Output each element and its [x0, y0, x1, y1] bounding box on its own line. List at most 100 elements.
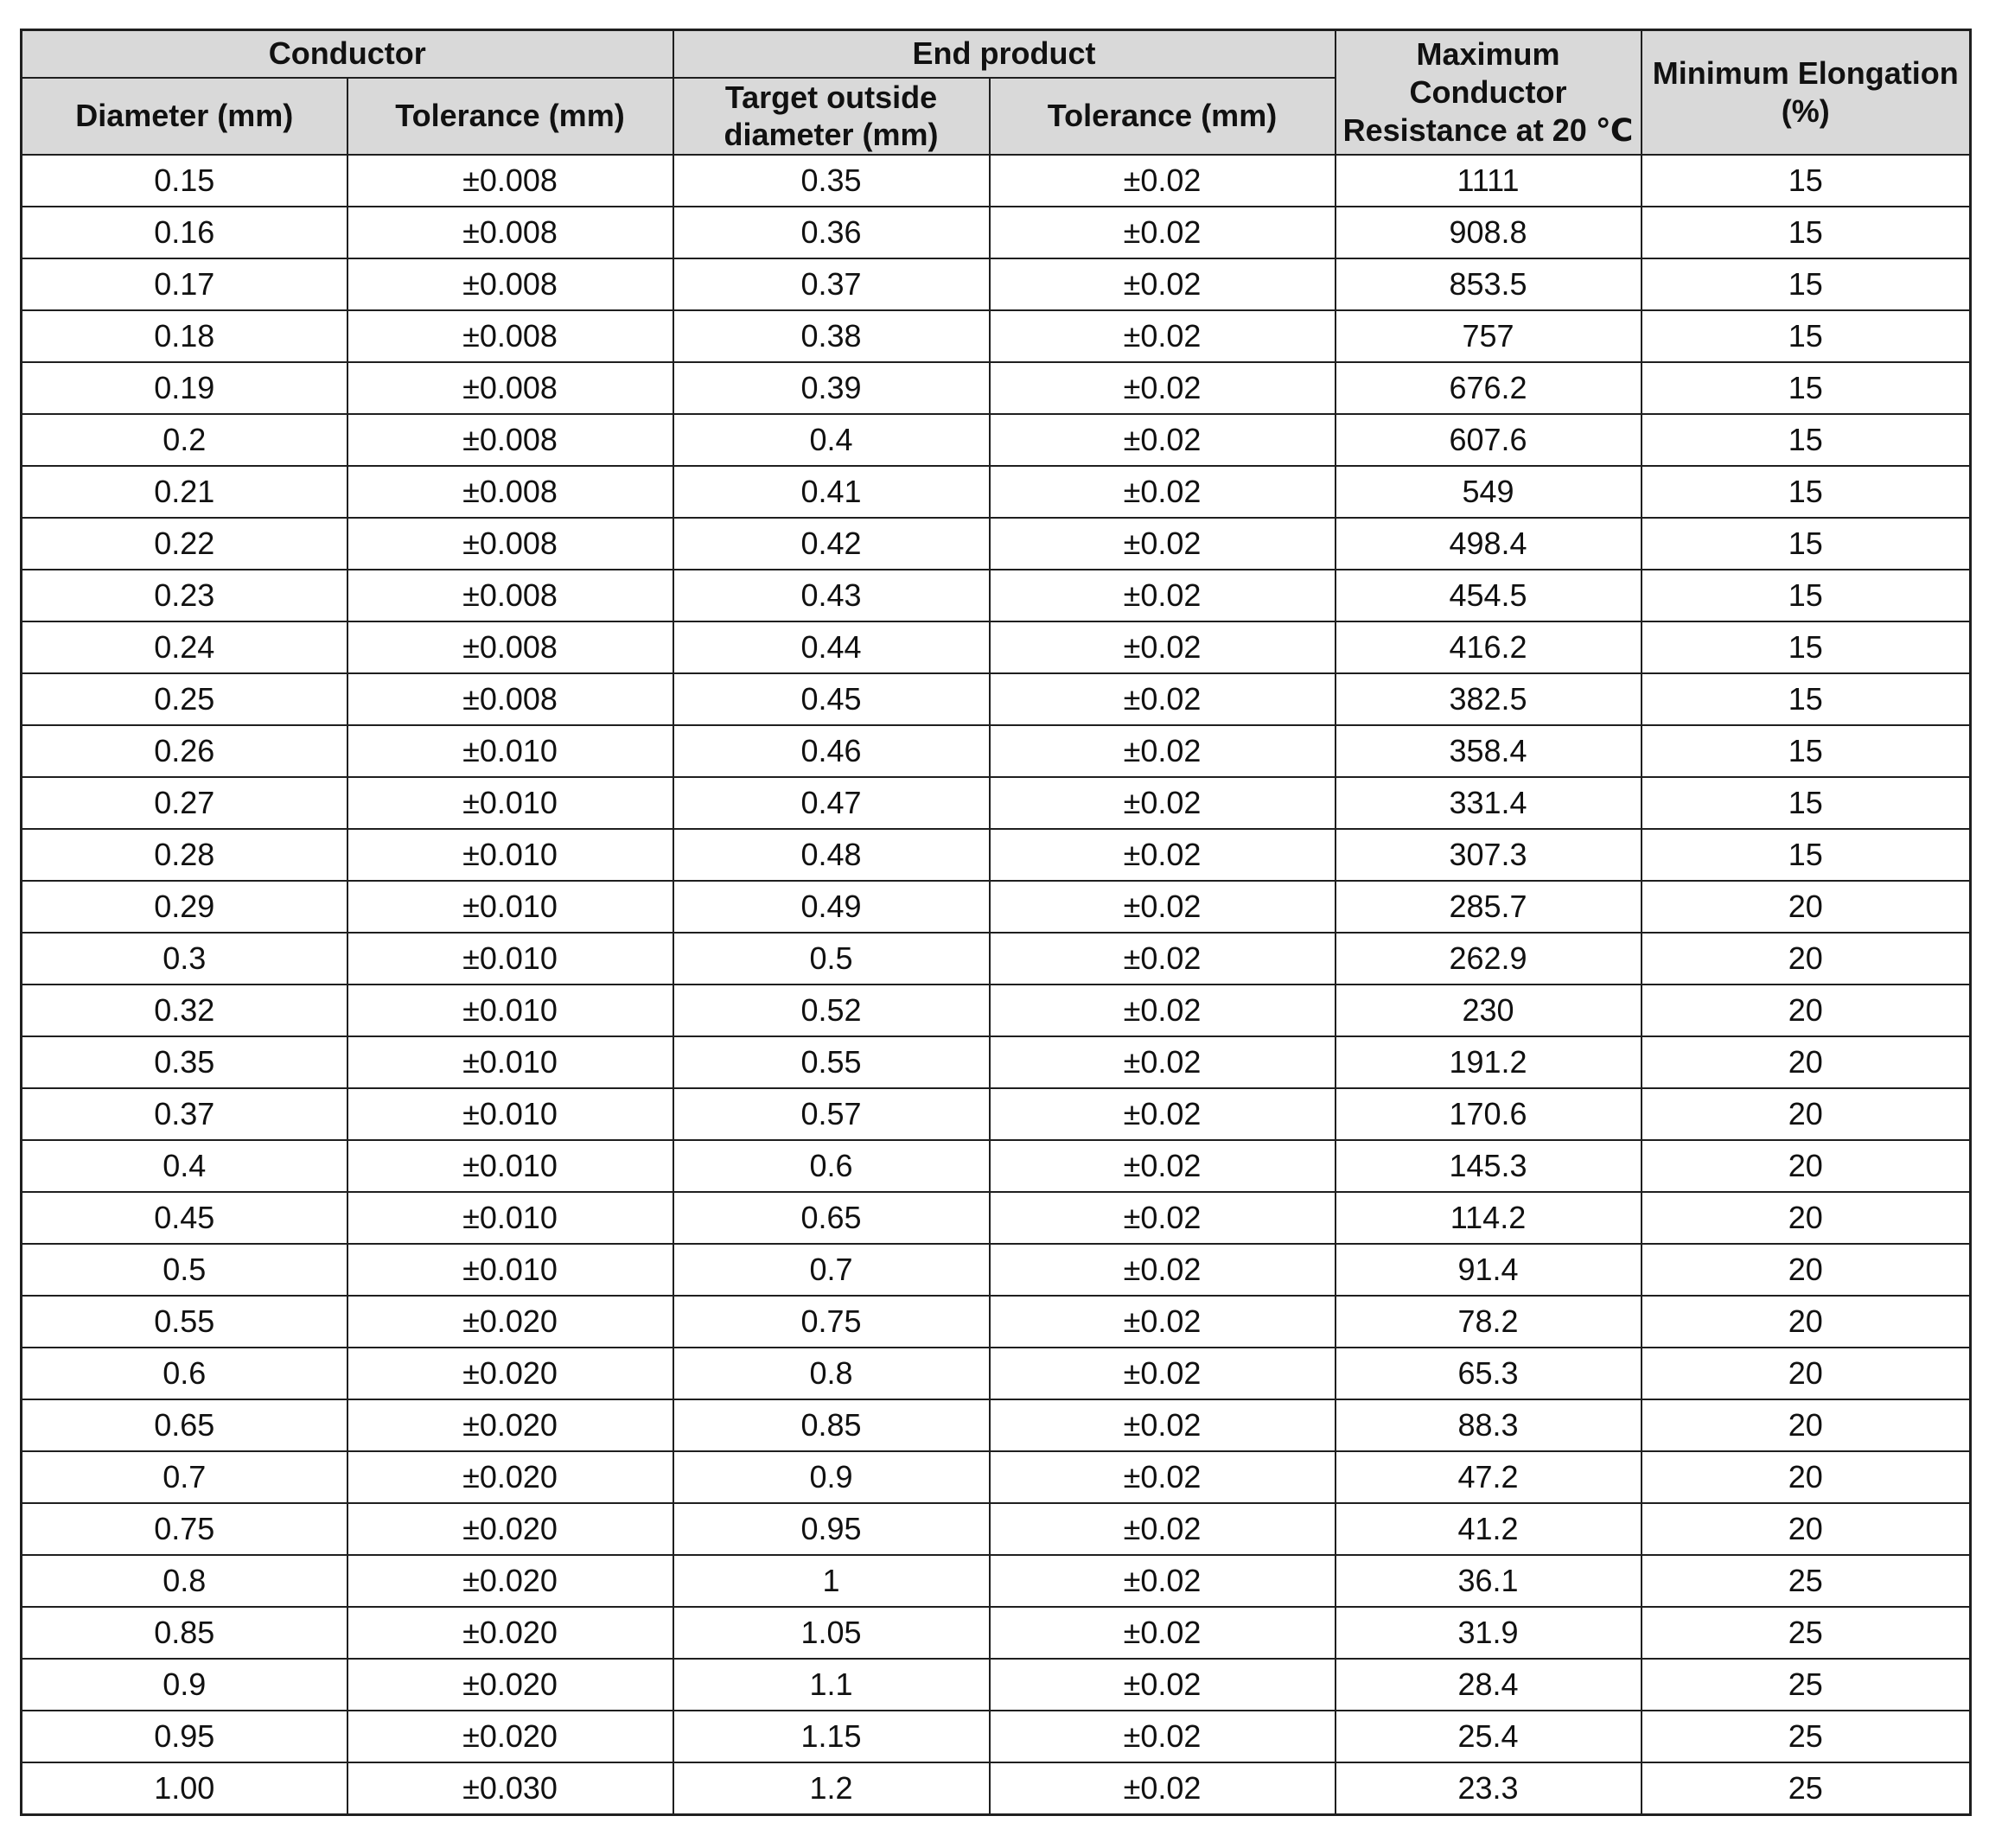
subheader-diameter: Diameter (mm) [20, 76, 348, 156]
table-cell: ±0.010 [346, 1191, 674, 1246]
table-cell: 0.35 [20, 1036, 348, 1090]
table-row: 0.27 ±0.010 0.47 ±0.02 331.4 15 [20, 776, 1972, 831]
subheader-target-outside-diameter: Target outside diameter (mm) [672, 76, 991, 156]
table-cell: 1.1 [672, 1658, 991, 1712]
table-cell: 0.6 [672, 1139, 991, 1194]
table-row: 0.3 ±0.010 0.5 ±0.02 262.9 20 [20, 932, 1972, 986]
table-cell: ±0.02 [988, 932, 1336, 986]
table-cell: ±0.02 [988, 1139, 1336, 1194]
table-row: 0.28 ±0.010 0.48 ±0.02 307.3 15 [20, 828, 1972, 883]
table-cell: 20 [1640, 1347, 1972, 1401]
table-cell: 0.23 [20, 569, 348, 623]
table-cell: 20 [1640, 1191, 1972, 1246]
table-cell: 0.41 [672, 465, 991, 519]
table-cell: 0.65 [20, 1399, 348, 1453]
table-row: 0.35 ±0.010 0.55 ±0.02 191.2 20 [20, 1036, 1972, 1090]
table-cell: 15 [1640, 828, 1972, 883]
table-cell: 0.24 [20, 621, 348, 675]
table-cell: ±0.02 [988, 1295, 1336, 1349]
table-cell: ±0.010 [346, 1139, 674, 1194]
table-row: 0.18 ±0.008 0.38 ±0.02 757 15 [20, 309, 1972, 364]
table-cell: 0.75 [672, 1295, 991, 1349]
table-row: 0.25 ±0.008 0.45 ±0.02 382.5 15 [20, 672, 1972, 727]
table-cell: ±0.02 [988, 1710, 1336, 1764]
table-cell: ±0.030 [346, 1762, 674, 1816]
table-cell: 0.18 [20, 309, 348, 364]
table-cell: ±0.02 [988, 724, 1336, 779]
table-body: 0.15 ±0.008 0.35 ±0.02 1111 15 0.16 ±0.008 0.36 ±… [20, 154, 1972, 1816]
table-cell: 0.55 [20, 1295, 348, 1349]
table-cell: 25 [1640, 1710, 1972, 1764]
table-cell: ±0.02 [988, 361, 1336, 416]
table-cell: 170.6 [1334, 1087, 1642, 1142]
table-row: 0.16 ±0.008 0.36 ±0.02 908.8 15 [20, 206, 1972, 260]
table-cell: 0.16 [20, 206, 348, 260]
table-cell: 0.21 [20, 465, 348, 519]
table-cell: 20 [1640, 1295, 1972, 1349]
table-row: 0.65 ±0.020 0.85 ±0.02 88.3 20 [20, 1399, 1972, 1453]
table-cell: ±0.02 [988, 672, 1336, 727]
table-cell: 1.00 [20, 1762, 348, 1816]
table-cell: 0.49 [672, 880, 991, 934]
table-cell: 0.65 [672, 1191, 991, 1246]
table-cell: 0.26 [20, 724, 348, 779]
table-cell: 20 [1640, 1450, 1972, 1505]
table-row: 0.19 ±0.008 0.39 ±0.02 676.2 15 [20, 361, 1972, 416]
table-cell: 230 [1334, 984, 1642, 1038]
table-cell: 0.19 [20, 361, 348, 416]
table-cell: 15 [1640, 361, 1972, 416]
table-cell: ±0.008 [346, 154, 674, 208]
table-cell: 20 [1640, 1399, 1972, 1453]
table-cell: 1.2 [672, 1762, 991, 1816]
header-group-row: Conductor End product Maximum Conductor … [20, 29, 1972, 156]
table-cell: ±0.008 [346, 569, 674, 623]
table-cell: ±0.02 [988, 1450, 1336, 1505]
table-cell: 0.15 [20, 154, 348, 208]
table-cell: 15 [1640, 154, 1972, 208]
table-cell: ±0.020 [346, 1450, 674, 1505]
table-row: 0.23 ±0.008 0.43 ±0.02 454.5 15 [20, 569, 1972, 623]
table-cell: ±0.02 [988, 1036, 1336, 1090]
table-cell: 0.7 [672, 1243, 991, 1297]
table-cell: 0.55 [672, 1036, 991, 1090]
table-cell: 382.5 [1334, 672, 1642, 727]
table-cell: 676.2 [1334, 361, 1642, 416]
subheader-conductor-tolerance: Tolerance (mm) [346, 76, 674, 156]
table-cell: 0.4 [20, 1139, 348, 1194]
table-cell: ±0.02 [988, 413, 1336, 468]
table-cell: 1.15 [672, 1710, 991, 1764]
table-cell: 15 [1640, 776, 1972, 831]
table-row: 0.95 ±0.020 1.15 ±0.02 25.4 25 [20, 1710, 1972, 1764]
table-cell: 20 [1640, 1243, 1972, 1297]
table-cell: ±0.02 [988, 517, 1336, 571]
table-cell: ±0.02 [988, 828, 1336, 883]
table-row: 0.75 ±0.020 0.95 ±0.02 41.2 20 [20, 1502, 1972, 1557]
table-cell: 0.28 [20, 828, 348, 883]
table-cell: ±0.010 [346, 724, 674, 779]
table-cell: 20 [1640, 1087, 1972, 1142]
table-cell: 88.3 [1334, 1399, 1642, 1453]
table-cell: 454.5 [1334, 569, 1642, 623]
table-cell: ±0.02 [988, 880, 1336, 934]
table-cell: 0.7 [20, 1450, 348, 1505]
table-row: 0.24 ±0.008 0.44 ±0.02 416.2 15 [20, 621, 1972, 675]
table-cell: 0.85 [672, 1399, 991, 1453]
table-row: 0.6 ±0.020 0.8 ±0.02 65.3 20 [20, 1347, 1972, 1401]
table-cell: ±0.02 [988, 1243, 1336, 1297]
table-cell: ±0.010 [346, 984, 674, 1038]
table-cell: 0.38 [672, 309, 991, 364]
table-cell: 549 [1334, 465, 1642, 519]
table-header: Conductor End product Maximum Conductor … [20, 29, 1972, 156]
table-row: 0.17 ±0.008 0.37 ±0.02 853.5 15 [20, 258, 1972, 312]
header-max-conductor-resistance: Maximum Conductor Resistance at 20 ℃ [1334, 29, 1642, 156]
subheader-end-product-tolerance: Tolerance (mm) [988, 76, 1336, 156]
table-cell: 31.9 [1334, 1606, 1642, 1660]
table-cell: ±0.020 [346, 1399, 674, 1453]
table-row: 0.85 ±0.020 1.05 ±0.02 31.9 25 [20, 1606, 1972, 1660]
table-cell: ±0.008 [346, 206, 674, 260]
table-cell: ±0.020 [346, 1710, 674, 1764]
table-cell: 0.17 [20, 258, 348, 312]
table-cell: 0.57 [672, 1087, 991, 1142]
table-cell: 331.4 [1334, 776, 1642, 831]
table-cell: 0.47 [672, 776, 991, 831]
